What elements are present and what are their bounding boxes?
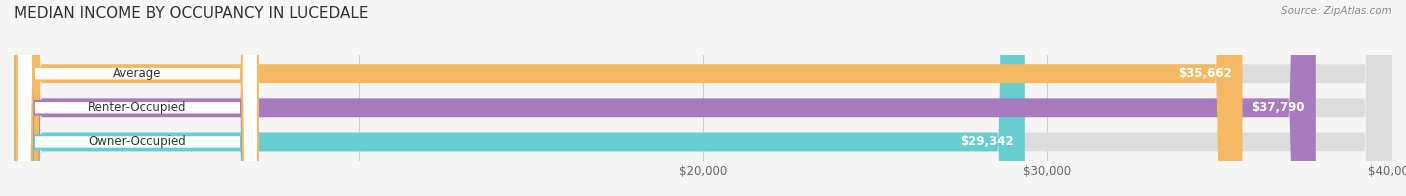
FancyBboxPatch shape xyxy=(14,0,1025,196)
Text: Renter-Occupied: Renter-Occupied xyxy=(89,101,187,114)
Text: $37,790: $37,790 xyxy=(1251,101,1305,114)
FancyBboxPatch shape xyxy=(17,0,257,196)
FancyBboxPatch shape xyxy=(17,0,257,196)
FancyBboxPatch shape xyxy=(14,0,1392,196)
Text: Owner-Occupied: Owner-Occupied xyxy=(89,135,186,148)
Text: MEDIAN INCOME BY OCCUPANCY IN LUCEDALE: MEDIAN INCOME BY OCCUPANCY IN LUCEDALE xyxy=(14,6,368,21)
FancyBboxPatch shape xyxy=(14,0,1243,196)
FancyBboxPatch shape xyxy=(14,0,1316,196)
Text: $35,662: $35,662 xyxy=(1178,67,1232,80)
FancyBboxPatch shape xyxy=(17,0,257,196)
FancyBboxPatch shape xyxy=(14,0,1392,196)
Text: Average: Average xyxy=(112,67,162,80)
Text: Source: ZipAtlas.com: Source: ZipAtlas.com xyxy=(1281,6,1392,16)
FancyBboxPatch shape xyxy=(14,0,1392,196)
Text: $29,342: $29,342 xyxy=(960,135,1014,148)
